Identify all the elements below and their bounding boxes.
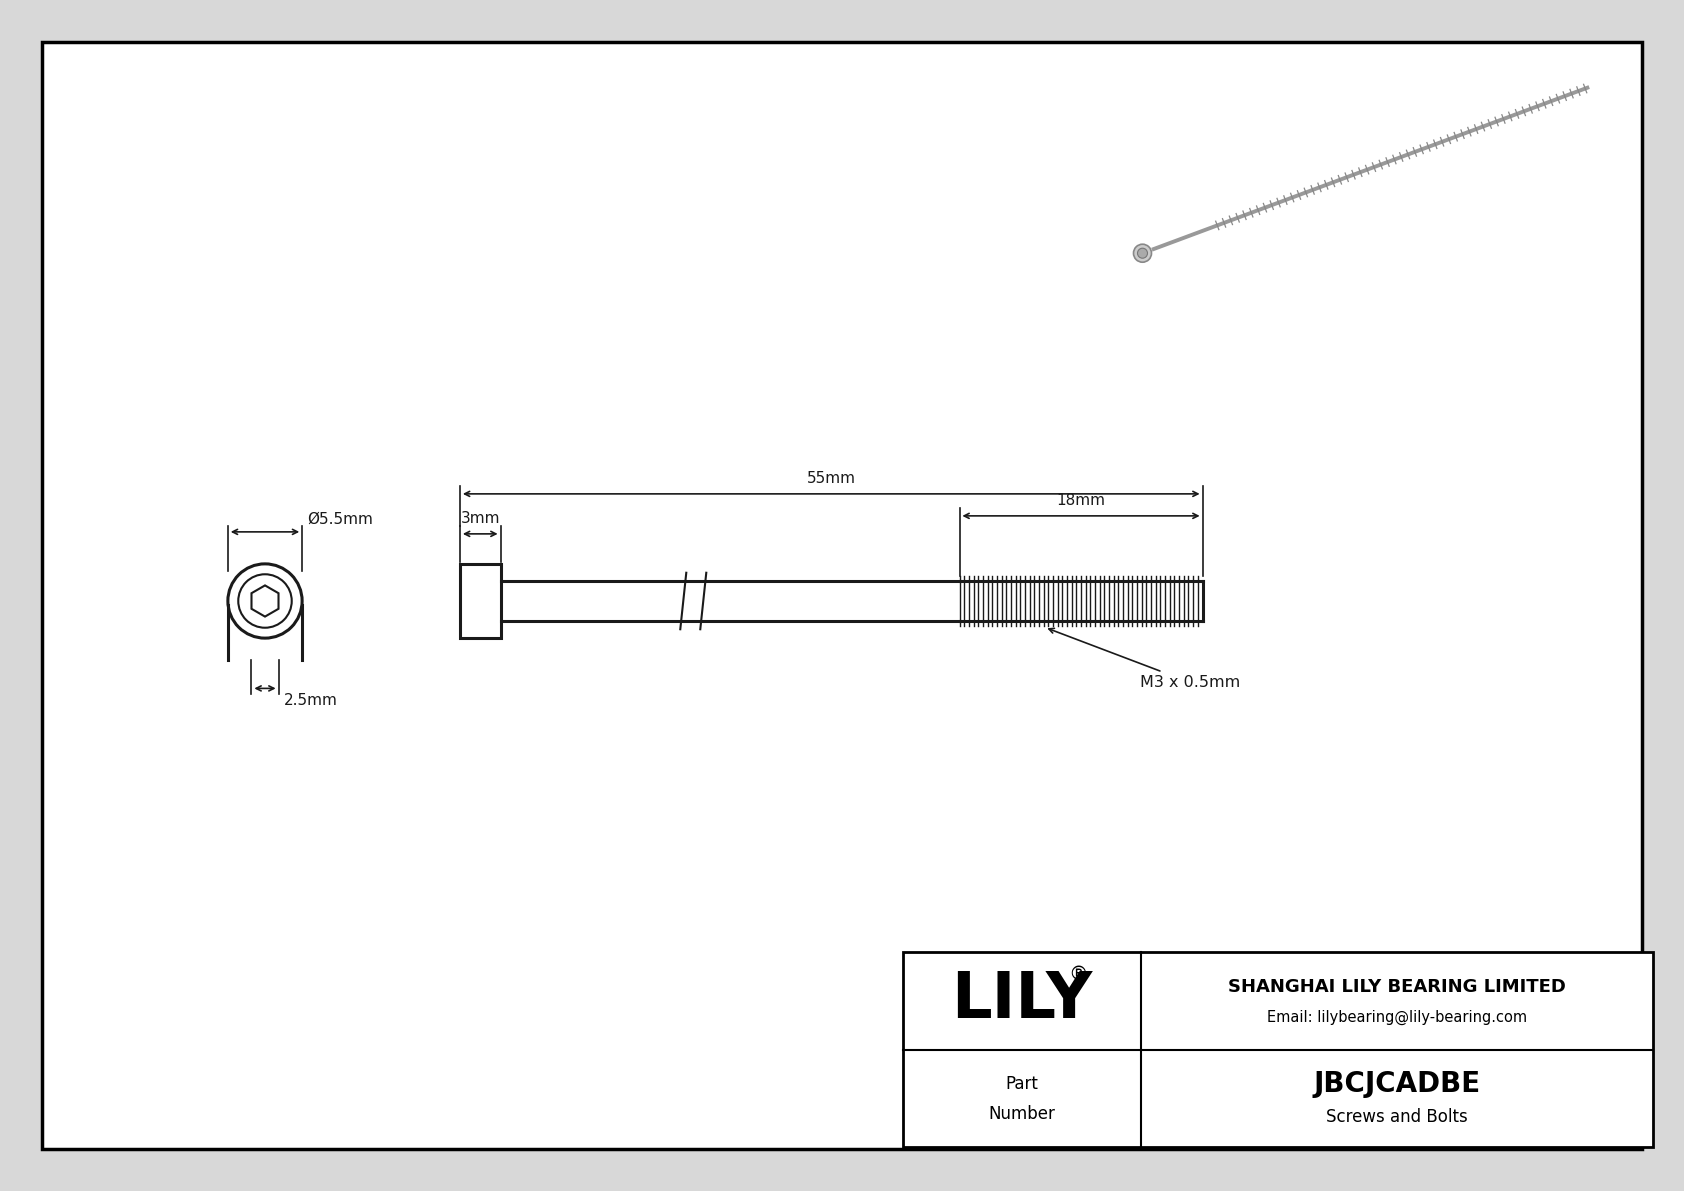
Ellipse shape xyxy=(1133,244,1152,262)
Bar xyxy=(903,952,1654,1147)
Text: 55mm: 55mm xyxy=(807,470,855,486)
Text: 2.5mm: 2.5mm xyxy=(283,693,337,709)
Text: 18mm: 18mm xyxy=(1056,493,1105,507)
Text: SHANGHAI LILY BEARING LIMITED: SHANGHAI LILY BEARING LIMITED xyxy=(1228,978,1566,996)
Text: JBCJCADBE: JBCJCADBE xyxy=(1314,1070,1480,1098)
Text: 3mm: 3mm xyxy=(460,511,500,526)
Text: LILY: LILY xyxy=(951,969,1093,1031)
Text: Email: lilybearing@lily-bearing.com: Email: lilybearing@lily-bearing.com xyxy=(1266,1010,1527,1024)
Text: Screws and Bolts: Screws and Bolts xyxy=(1325,1108,1468,1125)
Ellipse shape xyxy=(1137,248,1147,258)
Text: ®: ® xyxy=(1068,965,1088,984)
Text: Part
Number: Part Number xyxy=(989,1075,1056,1123)
Text: M3 x 0.5mm: M3 x 0.5mm xyxy=(1049,629,1239,690)
Bar xyxy=(460,563,500,638)
Text: Ø5.5mm: Ø5.5mm xyxy=(306,512,372,526)
